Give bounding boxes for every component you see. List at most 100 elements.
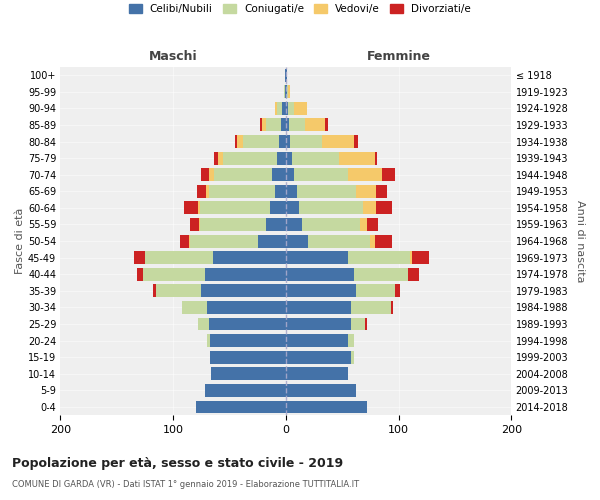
Bar	[305, 118, 325, 132]
Bar	[196, 400, 286, 413]
Bar	[206, 185, 209, 198]
Bar	[297, 185, 356, 198]
Bar	[286, 318, 351, 330]
Bar	[410, 251, 412, 264]
Bar	[288, 102, 294, 115]
Bar	[137, 268, 143, 280]
Bar	[209, 318, 286, 330]
Bar	[286, 118, 289, 132]
Bar	[235, 135, 238, 148]
Bar	[288, 86, 290, 98]
Bar	[286, 234, 308, 248]
Bar	[283, 102, 286, 115]
Bar	[212, 251, 286, 264]
Bar	[270, 202, 286, 214]
Bar	[348, 334, 353, 347]
Bar	[134, 251, 145, 264]
Bar	[156, 284, 201, 298]
Bar	[214, 152, 218, 164]
Bar	[285, 68, 286, 82]
Bar	[200, 202, 270, 214]
Bar	[353, 268, 407, 280]
Bar	[277, 102, 283, 115]
Bar	[362, 202, 376, 214]
Bar	[189, 234, 190, 248]
Bar	[365, 318, 367, 330]
Bar	[243, 135, 279, 148]
Bar	[260, 118, 262, 132]
Y-axis label: Anni di nascita: Anni di nascita	[575, 200, 585, 282]
Bar	[292, 152, 339, 164]
Bar	[286, 334, 348, 347]
Bar	[238, 135, 243, 148]
Bar	[360, 218, 367, 231]
Bar	[272, 168, 286, 181]
Bar	[308, 234, 370, 248]
Bar	[200, 218, 266, 231]
Bar	[190, 234, 257, 248]
Bar	[209, 185, 275, 198]
Bar	[299, 202, 362, 214]
Bar	[286, 86, 287, 98]
Bar	[211, 368, 286, 380]
Bar	[353, 135, 358, 148]
Bar	[275, 102, 277, 115]
Bar	[370, 234, 375, 248]
Bar	[145, 251, 212, 264]
Bar	[201, 284, 286, 298]
Bar	[211, 334, 286, 347]
Bar	[339, 152, 375, 164]
Bar	[286, 102, 288, 115]
Bar	[286, 218, 302, 231]
Bar	[325, 118, 328, 132]
Bar	[285, 86, 286, 98]
Bar	[205, 268, 286, 280]
Bar	[205, 384, 286, 397]
Bar	[290, 135, 322, 148]
Bar	[375, 152, 377, 164]
Bar	[395, 284, 400, 298]
Text: Popolazione per età, sesso e stato civile - 2019: Popolazione per età, sesso e stato civil…	[12, 458, 343, 470]
Text: COMUNE DI GARDA (VR) - Dati ISTAT 1° gennaio 2019 - Elaborazione TUTTITALIA.IT: COMUNE DI GARDA (VR) - Dati ISTAT 1° gen…	[12, 480, 359, 489]
Bar	[198, 202, 200, 214]
Bar	[209, 168, 214, 181]
Bar	[289, 118, 305, 132]
Bar	[286, 152, 292, 164]
Bar	[286, 284, 356, 298]
Bar	[262, 118, 266, 132]
Bar	[286, 251, 348, 264]
Bar	[201, 168, 209, 181]
Bar	[286, 384, 356, 397]
Bar	[197, 185, 206, 198]
Bar	[286, 168, 294, 181]
Bar	[182, 301, 207, 314]
Bar	[286, 135, 290, 148]
Bar	[279, 135, 286, 148]
Bar	[287, 86, 288, 98]
Bar	[391, 301, 393, 314]
Bar	[207, 301, 286, 314]
Bar	[199, 218, 200, 231]
Bar	[284, 86, 285, 98]
Bar	[322, 135, 353, 148]
Bar	[356, 185, 376, 198]
Bar	[257, 234, 286, 248]
Bar	[153, 284, 156, 298]
Bar	[375, 234, 392, 248]
Text: Femmine: Femmine	[367, 50, 431, 64]
Bar	[275, 185, 286, 198]
Bar	[198, 318, 209, 330]
Bar	[286, 185, 297, 198]
Bar	[214, 168, 272, 181]
Bar	[302, 218, 360, 231]
Bar	[412, 251, 429, 264]
Bar	[348, 168, 382, 181]
Bar	[286, 350, 351, 364]
Bar	[376, 202, 392, 214]
Bar	[407, 268, 419, 280]
Bar	[286, 202, 299, 214]
Bar	[367, 218, 379, 231]
Bar	[286, 68, 287, 82]
Bar	[356, 284, 395, 298]
Text: Maschi: Maschi	[149, 50, 197, 64]
